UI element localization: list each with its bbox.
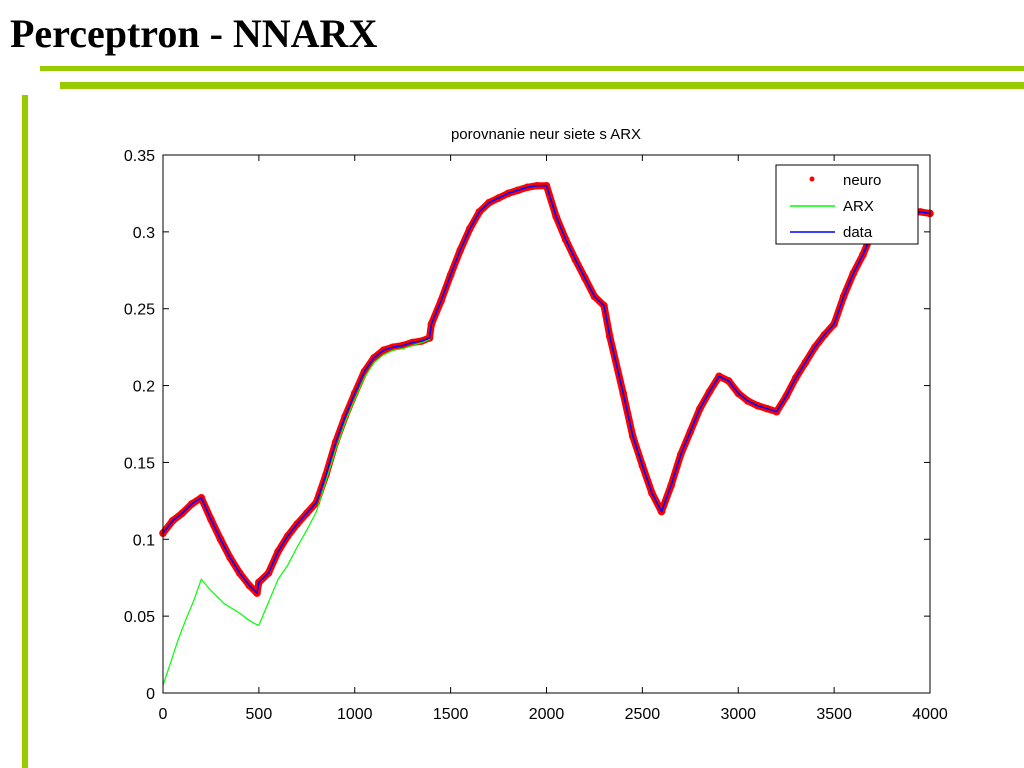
legend-label-data: data xyxy=(843,224,873,241)
x-tick-label: 1500 xyxy=(433,706,469,723)
y-tick-label: 0.05 xyxy=(124,609,155,626)
x-tick-label: 3000 xyxy=(720,706,756,723)
ticks-layer: 0 500 1000 1500 2000 2500 3000 3500 4000 0 0.05 0.1… xyxy=(124,148,948,723)
x-tick-label: 500 xyxy=(246,706,273,723)
legend-label-arx: ARX xyxy=(843,198,874,215)
legend-marker-neuro xyxy=(809,176,815,182)
chart-title: porovnanie neur siete s ARX xyxy=(451,126,641,143)
y-tick-label: 0 xyxy=(146,686,155,703)
accent-rule-top xyxy=(40,66,1024,71)
x-tick-label: 0 xyxy=(159,706,168,723)
y-tick-label: 0.1 xyxy=(133,532,155,549)
y-tick-label: 0.15 xyxy=(124,455,155,472)
accent-rule-middle xyxy=(60,82,1024,89)
x-tick-label: 2000 xyxy=(529,706,565,723)
plot-area xyxy=(163,155,930,693)
accent-rule-left xyxy=(22,95,28,768)
x-tick-label: 4000 xyxy=(912,706,948,723)
legend-box xyxy=(775,164,919,245)
x-tick-label: 2500 xyxy=(625,706,661,723)
slide-title: Perceptron - NNARX xyxy=(10,11,378,56)
x-tick-label: 1000 xyxy=(337,706,373,723)
y-tick-label: 0.35 xyxy=(124,148,155,165)
x-tick-label: 3500 xyxy=(816,706,852,723)
y-tick-label: 0.2 xyxy=(133,379,155,396)
legend: neuro ARX data xyxy=(775,164,919,245)
legend-label-neuro: neuro xyxy=(843,172,881,189)
y-tick-label: 0.25 xyxy=(124,302,155,319)
y-tick-label: 0.3 xyxy=(133,225,155,242)
series-data-line xyxy=(162,184,931,595)
